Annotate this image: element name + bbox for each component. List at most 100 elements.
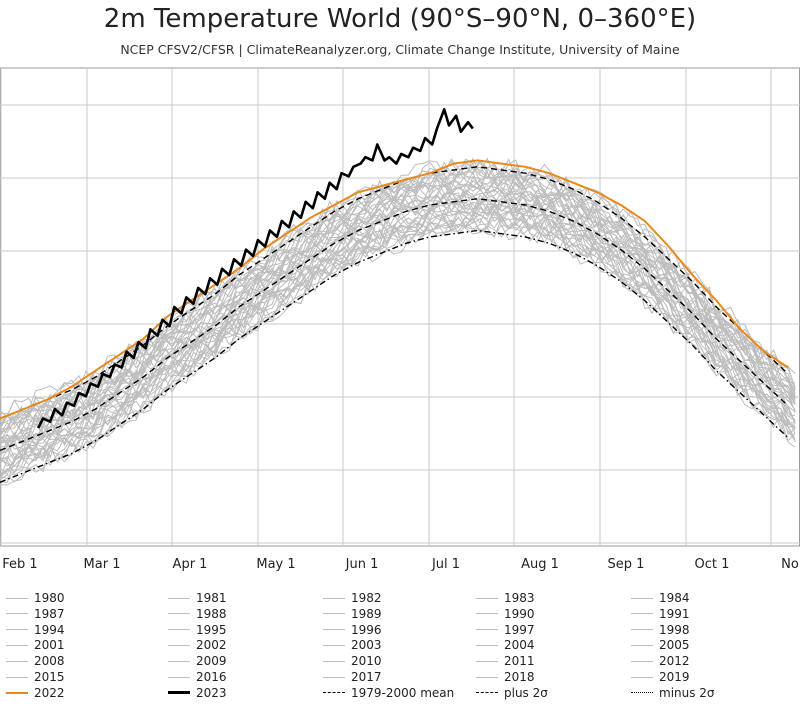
legend-label: 2015: [34, 670, 65, 684]
x-tick-label: Apr 1: [173, 557, 208, 572]
legend-label: 1991: [659, 606, 690, 621]
legend-item: 1984: [631, 591, 690, 605]
series-line-grey-year: [0, 206, 796, 476]
legend-label: 1990: [504, 606, 535, 621]
series-line-grey-year: [0, 213, 796, 479]
legend-label: 2017: [351, 670, 382, 684]
legend-swatch: [631, 676, 653, 678]
series-line-grey-year: [0, 202, 796, 460]
series-line-grey-year: [0, 163, 796, 422]
legend-label: 1981: [196, 591, 227, 605]
legend-label: 1989: [351, 606, 382, 621]
legend-label: 2004: [504, 638, 535, 653]
legend-item: 2019: [631, 670, 690, 684]
legend-item: 2001: [6, 638, 65, 652]
legend-item: 2010: [323, 654, 382, 668]
series-line-minus-2-: [0, 229, 789, 483]
legend-item: 2016: [168, 670, 227, 684]
x-tick-label: Jul 1: [431, 557, 460, 572]
legend-swatch: [168, 676, 190, 678]
legend-item: 1998: [631, 623, 690, 637]
legend-swatch: [6, 613, 28, 615]
legend-swatch: [168, 629, 190, 631]
legend-label: 1984: [659, 591, 690, 605]
legend-label: 1998: [659, 622, 690, 637]
legend-swatch: [168, 644, 190, 646]
legend-item: plus 2σ: [476, 686, 548, 700]
legend-label: 2016: [196, 670, 227, 684]
legend-label: 1987: [34, 606, 65, 621]
legend-swatch: [168, 597, 190, 599]
legend-label: 2001: [34, 638, 65, 653]
legend-swatch: [168, 660, 190, 662]
series-line-grey-year: [0, 203, 796, 475]
legend-swatch: [476, 629, 498, 631]
legend-item: 2017: [323, 670, 382, 684]
legend-swatch: [631, 644, 653, 646]
legend-swatch: [631, 660, 653, 662]
chart-subtitle: NCEP CFSV2/CFSR | ClimateReanalyzer.org,…: [120, 42, 680, 57]
legend-label: 2002: [196, 638, 227, 653]
legend-label: 1995: [196, 622, 227, 637]
plot-frame: [0, 67, 800, 547]
legend-item: 2018: [476, 670, 535, 684]
legend-item: 2015: [6, 670, 65, 684]
x-tick-label: Mar 1: [84, 557, 121, 572]
legend-item: 1987: [6, 607, 65, 621]
x-tick-label: Feb 1: [2, 557, 37, 572]
legend-swatch: [476, 644, 498, 646]
legend-item: 1988: [168, 607, 227, 621]
legend-item: 1979-2000 mean: [323, 686, 454, 700]
legend-label: 2008: [34, 654, 65, 669]
series-line-plus-2-: [0, 166, 789, 420]
legend-label: 1979-2000 mean: [351, 685, 455, 700]
legend-label: 1996: [351, 622, 382, 637]
legend-swatch: [476, 660, 498, 662]
temperature-line-chart: Feb 1 Mar 1 Apr 1 May 1 Jun 1 Jul 1 Aug 1 Sep 1…: [0, 67, 800, 572]
chart-title: 2m Temperature World (90°S–90°N, 0–360°E…: [103, 4, 697, 34]
legend-label: 2018: [504, 670, 535, 684]
legend-label: 1994: [34, 622, 65, 637]
legend-item: 2009: [168, 654, 227, 668]
legend-item: 2012: [631, 654, 690, 668]
legend-label: 2010: [351, 654, 382, 669]
x-tick-label: May 1: [256, 557, 295, 572]
legend-item: 2005: [631, 638, 690, 652]
legend-swatch: [6, 644, 28, 646]
legend-swatch: [6, 660, 28, 662]
series-line-2023: [37, 108, 474, 429]
legend-swatch: [323, 613, 345, 615]
legend-swatch: [323, 629, 345, 631]
legend-item: 2011: [476, 654, 535, 668]
legend-label: 1980: [34, 591, 65, 605]
legend-label: 2009: [196, 654, 227, 669]
legend-item: 1989: [323, 607, 382, 621]
legend-item: 2023: [168, 686, 227, 700]
x-tick-label: Sep 1: [608, 557, 645, 572]
series-line-grey-year: [0, 208, 796, 478]
legend-swatch: [168, 613, 190, 615]
legend-item: 1990: [476, 607, 535, 621]
x-tick-labels: Feb 1 Mar 1 Apr 1 May 1 Jun 1 Jul 1 Aug 1 Sep 1…: [2, 557, 799, 572]
legend-label: 1997: [504, 622, 535, 637]
legend-item: 2022: [6, 686, 65, 700]
legend-swatch: [6, 629, 28, 631]
legend-swatch: [323, 597, 345, 599]
legend-item: 1991: [631, 607, 690, 621]
legend-swatch: [631, 629, 653, 631]
series-line-grey-year: [0, 161, 796, 420]
legend-label: 2011: [504, 654, 535, 669]
legend-swatch: [168, 691, 190, 695]
legend-label: 1982: [351, 591, 382, 605]
reference-lines: [0, 166, 789, 483]
series-line-grey-year: [0, 202, 796, 467]
legend-swatch: [323, 692, 345, 694]
grey-year-lines: [0, 157, 796, 486]
legend-item: 2002: [168, 638, 227, 652]
legend-swatch: [476, 613, 498, 615]
legend-item: 1980: [6, 591, 65, 605]
legend-swatch: [323, 660, 345, 662]
legend-item: 1994: [6, 623, 65, 637]
x-tick-label: No: [781, 557, 799, 572]
legend-label: plus 2σ: [504, 685, 548, 700]
